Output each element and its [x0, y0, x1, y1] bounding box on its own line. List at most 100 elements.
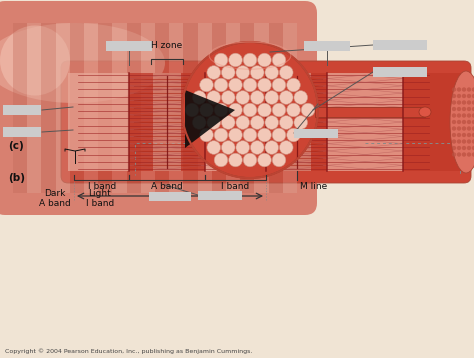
Bar [112, 23, 127, 193]
Circle shape [457, 139, 461, 144]
Bar [212, 23, 226, 193]
Circle shape [228, 128, 242, 142]
Circle shape [462, 113, 466, 118]
Bar [129, 73, 205, 171]
Circle shape [272, 103, 286, 117]
Bar [240, 23, 255, 193]
Bar [155, 23, 169, 193]
Bar [198, 190, 242, 199]
Text: H zone: H zone [151, 41, 182, 50]
Circle shape [457, 126, 461, 131]
Circle shape [287, 78, 301, 92]
Circle shape [452, 152, 456, 157]
Circle shape [185, 103, 199, 117]
Circle shape [287, 128, 301, 142]
Circle shape [258, 103, 271, 117]
Circle shape [457, 107, 461, 111]
Circle shape [250, 91, 264, 104]
Circle shape [258, 53, 271, 67]
Circle shape [214, 53, 228, 67]
Circle shape [243, 103, 257, 117]
Bar [3, 127, 41, 137]
Circle shape [258, 78, 271, 92]
Circle shape [280, 91, 293, 104]
Circle shape [452, 113, 456, 118]
Circle shape [192, 116, 206, 129]
Circle shape [200, 128, 213, 142]
Circle shape [200, 103, 213, 117]
Bar [198, 23, 212, 193]
Bar [304, 41, 350, 51]
Circle shape [467, 107, 471, 111]
Circle shape [250, 141, 264, 154]
Bar [169, 23, 183, 193]
Circle shape [457, 133, 461, 137]
Circle shape [294, 91, 308, 104]
Circle shape [452, 120, 456, 124]
Circle shape [457, 152, 461, 157]
Circle shape [207, 141, 220, 154]
Circle shape [457, 146, 461, 150]
Bar [27, 23, 41, 193]
Bar [3, 105, 41, 115]
Text: A band: A band [151, 182, 183, 191]
Circle shape [462, 87, 466, 92]
Text: (b): (b) [8, 173, 25, 183]
Circle shape [452, 146, 456, 150]
Bar [106, 41, 152, 51]
Circle shape [472, 152, 474, 157]
Circle shape [287, 103, 301, 117]
Circle shape [236, 141, 249, 154]
Circle shape [192, 91, 206, 104]
Circle shape [472, 87, 474, 92]
Circle shape [265, 66, 279, 79]
Bar [255, 23, 269, 193]
Circle shape [272, 153, 286, 167]
Bar [373, 40, 427, 50]
Circle shape [462, 133, 466, 137]
Ellipse shape [0, 23, 165, 103]
Circle shape [236, 91, 249, 104]
Circle shape [467, 113, 471, 118]
Circle shape [265, 141, 279, 154]
Bar [149, 192, 191, 200]
Circle shape [472, 120, 474, 124]
Circle shape [272, 78, 286, 92]
Circle shape [258, 153, 271, 167]
Bar [127, 23, 141, 193]
Circle shape [452, 107, 456, 111]
Bar [84, 23, 98, 193]
Circle shape [207, 116, 220, 129]
Circle shape [452, 139, 456, 144]
Circle shape [472, 100, 474, 105]
Text: (c): (c) [8, 141, 24, 151]
Bar [183, 23, 198, 193]
Circle shape [472, 139, 474, 144]
Circle shape [452, 100, 456, 105]
Circle shape [228, 103, 242, 117]
Circle shape [207, 66, 220, 79]
Bar [283, 73, 310, 171]
Circle shape [467, 100, 471, 105]
Circle shape [214, 128, 228, 142]
Circle shape [258, 128, 271, 142]
Bar [98, 23, 112, 193]
Bar [226, 23, 240, 193]
Circle shape [452, 126, 456, 131]
Bar [266, 73, 328, 171]
Bar [315, 107, 425, 117]
Circle shape [462, 139, 466, 144]
Text: Dark
A band: Dark A band [39, 189, 71, 208]
Circle shape [221, 91, 235, 104]
Circle shape [467, 133, 471, 137]
Circle shape [200, 78, 213, 92]
Circle shape [472, 107, 474, 111]
Circle shape [472, 133, 474, 137]
Ellipse shape [0, 25, 70, 96]
Circle shape [243, 53, 257, 67]
Circle shape [467, 120, 471, 124]
Circle shape [457, 100, 461, 105]
Circle shape [467, 152, 471, 157]
Circle shape [462, 100, 466, 105]
Text: I band: I band [88, 182, 116, 191]
